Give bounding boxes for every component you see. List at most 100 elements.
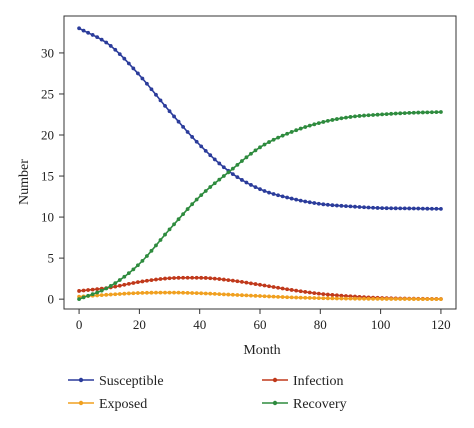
y-tick-label: 15 [41, 169, 54, 184]
legend-label: Infection [293, 374, 344, 389]
data-point-infection [190, 275, 195, 280]
data-point-exposed [108, 292, 113, 297]
data-point-susceptible [190, 135, 195, 139]
data-point-recovery [149, 248, 154, 253]
data-point-susceptible [135, 71, 140, 76]
data-point-recovery [366, 113, 371, 118]
data-point-susceptible [240, 178, 244, 182]
data-point-infection [285, 287, 290, 292]
data-point-susceptible [267, 190, 271, 195]
data-point-recovery [176, 217, 181, 222]
data-point-exposed [366, 296, 371, 301]
data-point-susceptible [86, 30, 91, 35]
data-point-exposed [271, 294, 276, 299]
data-point-recovery [362, 113, 366, 118]
data-point-exposed [221, 292, 226, 297]
data-point-susceptible [176, 119, 181, 124]
data-point-infection [194, 275, 199, 280]
data-point-exposed [285, 295, 290, 300]
data-point-exposed [149, 290, 154, 295]
data-point-susceptible [411, 206, 416, 211]
data-point-susceptible [276, 193, 280, 198]
data-point-recovery [384, 112, 389, 116]
series-susceptible [77, 26, 443, 211]
legend-swatch-marker [78, 377, 84, 383]
data-point-susceptible [131, 66, 136, 71]
data-point-recovery [285, 131, 290, 136]
data-point-susceptible [126, 61, 131, 66]
data-point-exposed [398, 297, 403, 301]
data-point-exposed [307, 296, 312, 300]
data-point-recovery [77, 297, 81, 302]
data-point-susceptible [158, 98, 163, 103]
data-point-susceptible [294, 197, 299, 202]
data-point-recovery [235, 162, 240, 167]
data-point-exposed [217, 292, 222, 297]
data-point-infection [131, 281, 136, 285]
legend: Susceptible Infection Exposed Recovery [68, 374, 347, 412]
data-point-susceptible [298, 198, 303, 203]
data-point-exposed [244, 293, 249, 298]
x-tick-label: 100 [371, 317, 391, 332]
data-point-infection [154, 277, 158, 282]
data-point-exposed [321, 296, 326, 301]
data-point-recovery [434, 110, 439, 115]
data-point-susceptible [389, 206, 394, 211]
data-point-recovery [416, 110, 421, 115]
data-point-recovery [140, 258, 145, 263]
data-point-recovery [407, 111, 412, 115]
data-point-susceptible [303, 199, 308, 204]
data-point-recovery [226, 170, 231, 175]
data-point-infection [330, 293, 335, 297]
data-point-recovery [81, 295, 86, 300]
data-point-susceptible [172, 114, 176, 119]
data-point-infection [271, 285, 276, 289]
data-point-exposed [230, 292, 235, 297]
data-point-recovery [280, 133, 285, 138]
data-point-recovery [321, 120, 326, 124]
x-tick-label: 120 [431, 317, 451, 332]
legend-item-infection: Infection [262, 374, 344, 389]
data-point-recovery [117, 278, 122, 282]
data-point-susceptible [249, 183, 253, 187]
data-point-susceptible [348, 204, 353, 209]
data-point-susceptible [230, 172, 235, 177]
data-point-infection [226, 278, 231, 282]
data-point-susceptible [325, 202, 330, 207]
data-point-recovery [199, 193, 204, 198]
data-point-infection [344, 294, 348, 298]
data-point-exposed [439, 297, 443, 302]
data-point-susceptible [384, 206, 389, 211]
data-point-susceptible [181, 124, 186, 129]
data-point-infection [312, 291, 317, 296]
data-point-susceptible [289, 196, 294, 201]
data-point-susceptible [154, 92, 158, 97]
data-point-susceptible [330, 203, 335, 208]
legend-swatch-marker [272, 400, 278, 406]
data-point-recovery [185, 207, 190, 211]
data-point-susceptible [321, 202, 326, 207]
data-point-exposed [393, 297, 398, 301]
data-point-recovery [230, 166, 235, 171]
data-point-recovery [122, 274, 127, 279]
data-point-exposed [411, 297, 416, 301]
legend-label: Recovery [293, 397, 347, 412]
data-point-infection [122, 282, 127, 287]
legend-item-recovery: Recovery [262, 397, 347, 412]
data-point-exposed [176, 290, 181, 295]
data-point-infection [258, 282, 262, 287]
data-point-infection [244, 280, 249, 285]
data-point-exposed [181, 290, 186, 295]
data-point-infection [289, 288, 294, 292]
data-point-recovery [217, 177, 222, 182]
y-tick-label: 5 [48, 251, 55, 266]
data-point-susceptible [99, 37, 104, 42]
data-point-exposed [375, 296, 380, 301]
data-point-recovery [411, 110, 416, 115]
data-point-infection [185, 275, 190, 280]
data-point-exposed [163, 290, 167, 295]
data-point-recovery [163, 232, 167, 237]
data-point-infection [339, 293, 344, 298]
data-point-susceptible [77, 26, 81, 31]
data-point-infection [212, 276, 217, 281]
